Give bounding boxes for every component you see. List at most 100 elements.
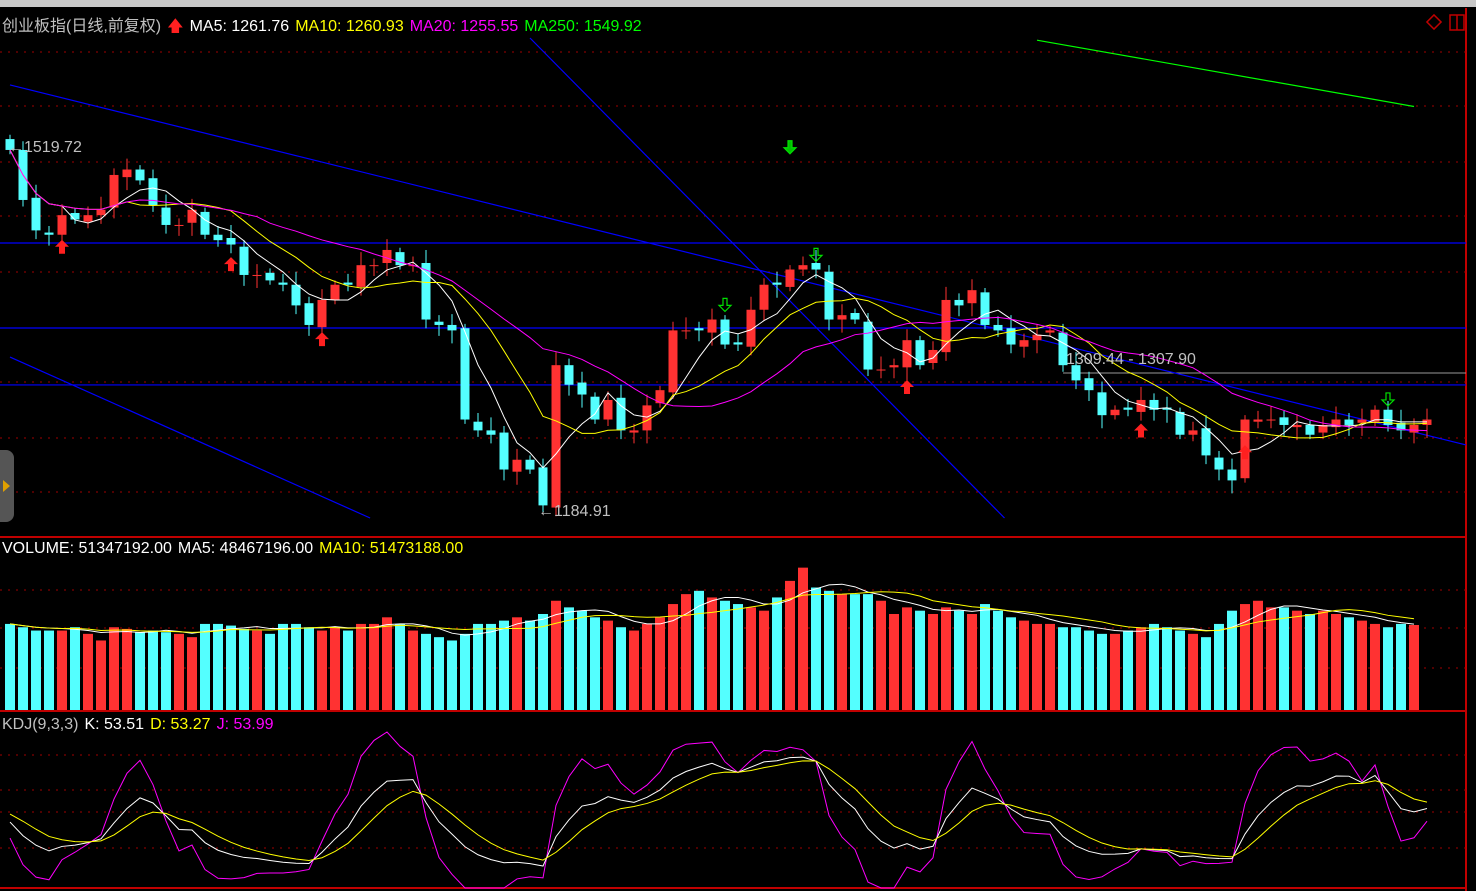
candle-body bbox=[603, 399, 613, 420]
volume-ma10-value: MA10: 51473188.00 bbox=[319, 540, 464, 557]
volume-bar bbox=[1123, 630, 1133, 710]
candle-body bbox=[733, 342, 743, 345]
j-value: J: 53.99 bbox=[216, 716, 274, 733]
volume-bar bbox=[70, 627, 80, 710]
volume-bar bbox=[1214, 623, 1224, 710]
volume-bar bbox=[343, 630, 353, 710]
volume-bar bbox=[902, 607, 912, 710]
buy-arrow-icon bbox=[315, 332, 329, 347]
candle-body bbox=[1214, 457, 1224, 470]
candle-body bbox=[252, 274, 262, 276]
ma10-value: MA10: 1260.93 bbox=[295, 18, 404, 35]
candle-body bbox=[70, 213, 80, 220]
chart-title: 创业板指(日线,前复权) bbox=[2, 18, 162, 35]
volume-bar bbox=[525, 620, 535, 710]
volume-bar bbox=[564, 607, 574, 710]
volume-bar bbox=[252, 630, 262, 710]
candle-body bbox=[96, 209, 106, 216]
ma10-line bbox=[9, 149, 1428, 439]
volume-bar bbox=[1019, 620, 1029, 710]
volume-bar bbox=[1305, 613, 1315, 710]
sell-arrow-icon bbox=[717, 297, 733, 313]
ma5-line bbox=[9, 149, 1427, 469]
volume-bar bbox=[239, 628, 249, 710]
candle-body bbox=[57, 215, 67, 235]
kdj-name: KDJ(9,3,3) bbox=[2, 716, 79, 733]
volume-bar bbox=[1331, 613, 1341, 710]
volume-bar bbox=[395, 623, 405, 710]
volume-bar bbox=[1240, 604, 1250, 710]
volume-bar bbox=[915, 610, 925, 710]
volume-bar bbox=[1344, 617, 1354, 710]
candle-body bbox=[642, 405, 652, 431]
candle-body bbox=[187, 209, 197, 223]
volume-bar bbox=[1409, 625, 1419, 710]
candle-body bbox=[226, 238, 236, 245]
volume-bar bbox=[577, 610, 587, 710]
volume-bar bbox=[967, 613, 977, 710]
candle-body bbox=[473, 421, 483, 431]
volume-bar bbox=[850, 594, 860, 710]
ma20-line bbox=[9, 149, 1428, 432]
volume-bar bbox=[616, 627, 626, 710]
volume-bar bbox=[733, 604, 743, 710]
volume-bar bbox=[226, 625, 236, 710]
volume-bar bbox=[603, 620, 613, 710]
low-value: 1184.91 bbox=[554, 503, 611, 520]
candle-body bbox=[655, 390, 665, 404]
candle-body bbox=[317, 299, 327, 328]
candle-body bbox=[1175, 411, 1185, 435]
candle-body bbox=[1045, 330, 1055, 333]
buy-arrow-icon bbox=[900, 380, 914, 394]
candle-body bbox=[174, 224, 184, 226]
candle-body bbox=[928, 349, 938, 363]
j-line bbox=[9, 731, 1428, 889]
volume-bar bbox=[1175, 630, 1185, 710]
volume-bar bbox=[109, 627, 119, 710]
candle-body bbox=[616, 397, 626, 431]
candle-body bbox=[967, 290, 977, 304]
volume-bar bbox=[1110, 633, 1120, 710]
volume-bar bbox=[941, 607, 951, 710]
candle-body bbox=[1266, 419, 1276, 421]
volume-ma5-value: MA5: 48467196.00 bbox=[177, 540, 314, 557]
volume-bar bbox=[1136, 627, 1146, 710]
volume-bar bbox=[187, 637, 197, 710]
volume-bar bbox=[369, 623, 379, 710]
candle-body bbox=[1383, 409, 1393, 425]
candle-body bbox=[1019, 340, 1029, 347]
volume-bar bbox=[863, 594, 873, 710]
candle-body bbox=[278, 282, 288, 285]
volume-bar bbox=[421, 633, 431, 710]
candle-body bbox=[902, 340, 912, 368]
volume-bar bbox=[83, 633, 93, 710]
volume-bar bbox=[1032, 623, 1042, 710]
volume-bar bbox=[447, 640, 457, 710]
price-legend: 创业板指(日线,前复权) 🡅 MA5: 1261.76 MA10: 1260.93 MA… bbox=[2, 12, 648, 42]
d-line bbox=[9, 760, 1428, 862]
candle-body bbox=[746, 309, 756, 347]
volume-bar bbox=[824, 590, 834, 710]
volume-bar bbox=[265, 633, 275, 710]
volume-bar bbox=[135, 632, 145, 710]
volume-bar bbox=[642, 623, 652, 710]
volume-bar bbox=[1201, 637, 1211, 710]
candle-body bbox=[382, 249, 392, 263]
candle-body bbox=[1409, 424, 1419, 433]
candle-body bbox=[993, 324, 1003, 331]
volume-bar bbox=[1318, 610, 1328, 710]
expand-panel-tab[interactable] bbox=[0, 450, 14, 522]
kdj-legend: KDJ(9,3,3) K: 53.51 D: 53.27 J: 53.99 bbox=[2, 716, 280, 734]
volume-bar bbox=[668, 604, 678, 710]
volume-ma5-line bbox=[9, 583, 1415, 636]
volume-ma10-line bbox=[9, 591, 1415, 633]
volume-bar bbox=[1357, 620, 1367, 710]
volume-bar bbox=[44, 630, 54, 710]
candle-body bbox=[811, 263, 821, 270]
volume-bar bbox=[122, 628, 132, 710]
volume-bar bbox=[1045, 623, 1055, 710]
candle-body bbox=[1396, 422, 1406, 431]
volume-bar bbox=[5, 623, 15, 710]
candle-body bbox=[369, 265, 379, 267]
